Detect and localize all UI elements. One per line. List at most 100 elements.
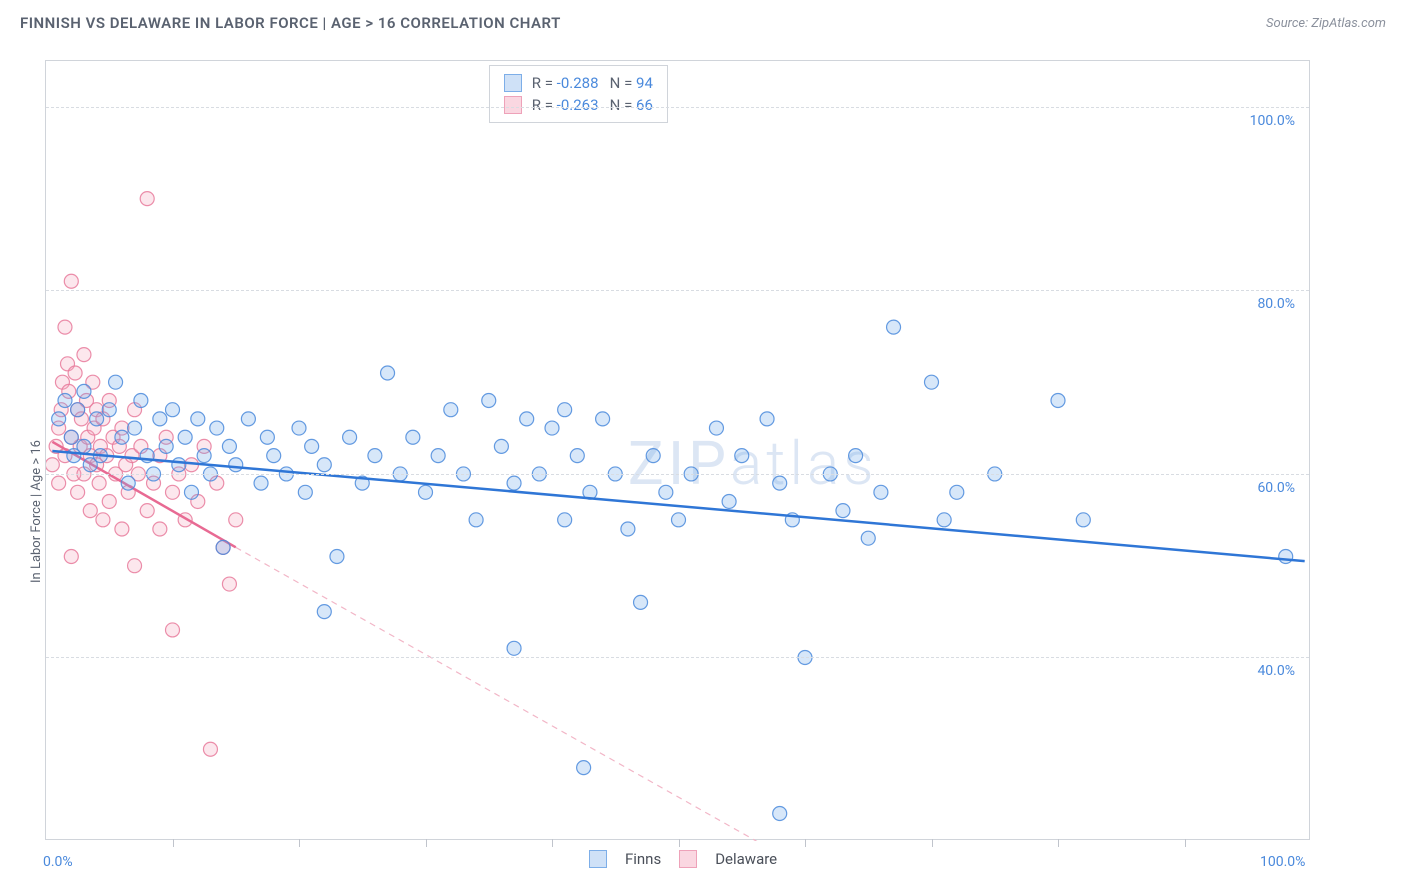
data-point <box>92 476 106 490</box>
data-point <box>267 449 281 463</box>
data-point <box>191 412 205 426</box>
legend-item: Finns <box>589 850 661 868</box>
data-point <box>140 504 154 518</box>
gridline <box>46 107 1309 108</box>
data-point <box>735 449 749 463</box>
chart-plot-area: ZIPatlas R = -0.288 N = 94R = -0.263 N =… <box>45 60 1310 840</box>
data-point <box>406 430 420 444</box>
data-point <box>861 531 875 545</box>
data-point <box>140 192 154 206</box>
data-point <box>482 394 496 408</box>
data-point <box>68 366 82 380</box>
data-point <box>621 522 635 536</box>
data-point <box>260 430 274 444</box>
data-point <box>558 513 572 527</box>
data-point <box>222 577 236 591</box>
data-point <box>419 485 433 499</box>
data-point <box>298 485 312 499</box>
scatter-svg <box>46 61 1311 841</box>
data-point <box>722 494 736 508</box>
data-point <box>166 485 180 499</box>
data-point <box>494 439 508 453</box>
legend-label: Finns <box>625 850 661 868</box>
legend-item: Delaware <box>679 850 777 868</box>
data-point <box>558 403 572 417</box>
n-value: 94 <box>636 72 653 94</box>
data-point <box>128 421 142 435</box>
data-point <box>71 403 85 417</box>
data-point <box>64 274 78 288</box>
data-point <box>1051 394 1065 408</box>
x-tick <box>173 839 174 847</box>
data-point <box>254 476 268 490</box>
data-point <box>115 522 129 536</box>
data-point <box>343 430 357 444</box>
data-point <box>77 439 91 453</box>
data-point <box>166 403 180 417</box>
data-point <box>444 403 458 417</box>
data-point <box>83 504 97 518</box>
data-point <box>520 412 534 426</box>
y-tick-label: 80.0% <box>1257 296 1295 312</box>
data-point <box>469 513 483 527</box>
data-point <box>159 439 173 453</box>
data-point <box>330 550 344 564</box>
data-point <box>317 458 331 472</box>
data-point <box>52 476 66 490</box>
data-point <box>77 348 91 362</box>
data-point <box>577 761 591 775</box>
data-point <box>760 412 774 426</box>
legend-swatch <box>504 96 522 114</box>
data-point <box>58 394 72 408</box>
gridline <box>46 657 1309 658</box>
data-point <box>634 595 648 609</box>
data-point <box>507 641 521 655</box>
data-point <box>887 320 901 334</box>
source-attribution: Source: ZipAtlas.com <box>1266 16 1386 31</box>
x-tick <box>1058 839 1059 847</box>
data-point <box>368 449 382 463</box>
gridline <box>46 290 1309 291</box>
data-point <box>305 439 319 453</box>
data-point <box>596 412 610 426</box>
data-point <box>210 421 224 435</box>
data-point <box>166 623 180 637</box>
x-tick <box>426 839 427 847</box>
data-point <box>46 458 59 472</box>
data-point <box>229 458 243 472</box>
stats-legend: R = -0.288 N = 94R = -0.263 N = 66 <box>489 65 668 123</box>
y-tick-label: 100.0% <box>1250 113 1295 129</box>
stats-row: R = -0.263 N = 66 <box>504 94 653 116</box>
legend-swatch <box>504 74 522 92</box>
data-point <box>197 449 211 463</box>
r-value: -0.263 <box>557 94 599 116</box>
data-point <box>1279 550 1293 564</box>
gridline <box>46 474 1309 475</box>
data-point <box>317 605 331 619</box>
data-point <box>937 513 951 527</box>
data-point <box>203 742 217 756</box>
r-label: R = <box>532 94 557 116</box>
data-point <box>849 449 863 463</box>
x-tick-label: 0.0% <box>43 854 73 870</box>
data-point <box>570 449 584 463</box>
data-point <box>134 394 148 408</box>
data-point <box>153 522 167 536</box>
legend-label: Delaware <box>715 850 777 868</box>
data-point <box>646 449 660 463</box>
data-point <box>121 476 135 490</box>
x-tick <box>299 839 300 847</box>
y-tick-label: 40.0% <box>1257 663 1295 679</box>
data-point <box>381 366 395 380</box>
data-point <box>71 485 85 499</box>
data-point <box>836 504 850 518</box>
data-point <box>102 494 116 508</box>
data-point <box>950 485 964 499</box>
data-point <box>172 458 186 472</box>
data-point <box>241 412 255 426</box>
data-point <box>925 375 939 389</box>
x-tick <box>679 839 680 847</box>
data-point <box>90 412 104 426</box>
data-point <box>77 384 91 398</box>
data-point <box>52 412 66 426</box>
